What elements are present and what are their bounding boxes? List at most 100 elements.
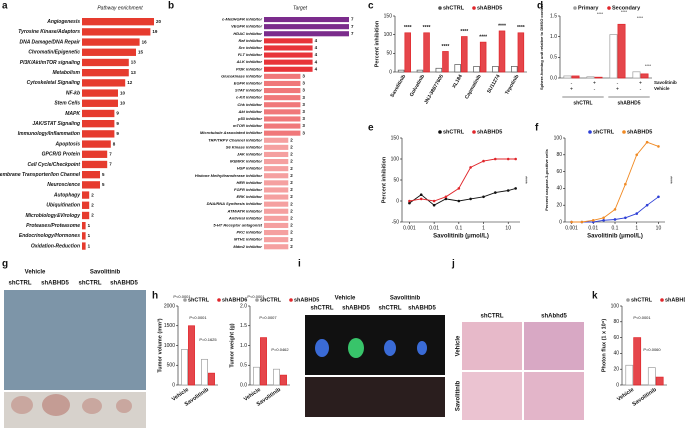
value-label: 10	[120, 90, 126, 95]
annotation: ****	[645, 63, 652, 68]
value-label: 5	[102, 182, 105, 187]
legend-label: shCTRL	[443, 5, 465, 11]
value-label: 2	[290, 159, 293, 164]
point	[624, 182, 627, 186]
value-label: 1	[88, 243, 91, 248]
significance: ****	[522, 176, 528, 184]
value-label: 2	[91, 202, 94, 207]
value-label: 8	[113, 141, 116, 146]
value-label: 2	[290, 180, 293, 185]
category-label: Neuroscience	[47, 182, 80, 188]
bar	[632, 71, 641, 79]
significance: ****	[442, 44, 450, 50]
x-tick-label: 0.01	[429, 225, 439, 231]
panel-label: g	[2, 259, 8, 270]
image-label: Savolitinib	[390, 296, 421, 302]
legend-label: shABHD5	[627, 129, 652, 135]
image-label: shCTRL	[481, 314, 504, 320]
bar	[82, 38, 140, 46]
legend-swatch	[607, 6, 611, 10]
bar	[260, 337, 267, 386]
category-label: Raf inhibitor	[238, 38, 262, 43]
bar	[82, 120, 115, 128]
y-tick-label: 1500	[164, 323, 175, 329]
y-axis-label: Percent caspase-3-positive cells	[544, 148, 549, 210]
y-tick-label: 500	[167, 363, 176, 369]
y-tick-label: 0.5	[550, 55, 557, 61]
category-label: Ubiquitination	[46, 203, 80, 209]
value-label: 7	[351, 24, 354, 29]
legend-label: shABHD5	[477, 5, 502, 11]
category-label: EGFR inhibitor	[234, 81, 263, 86]
value-label: 4	[315, 45, 318, 50]
y-tick-label: 0.0	[550, 75, 557, 81]
bar	[201, 358, 208, 386]
x-tick-label: JNJ-38877605	[423, 73, 445, 105]
bar	[264, 80, 301, 87]
bar	[454, 64, 461, 73]
bar	[264, 66, 313, 72]
value-label: 2	[290, 194, 293, 199]
legend-swatch	[472, 6, 476, 10]
significance: ****	[498, 23, 506, 29]
image-label: Vehicle	[25, 270, 46, 276]
chart-title: Target	[293, 5, 308, 11]
category-label: ERK inhibitor	[236, 194, 262, 199]
legend-label: shABHD5	[477, 129, 502, 135]
bar	[280, 374, 287, 386]
y-tick-label: 80	[613, 319, 619, 325]
y-tick-label: 100	[554, 135, 563, 141]
category-label: MAPK	[65, 111, 80, 117]
value-label: 4	[315, 52, 318, 57]
category-label: HDAC inhibitor	[233, 31, 262, 36]
y-tick-label: 0	[172, 382, 175, 388]
annotation: P<0.0001	[247, 294, 265, 299]
signal	[384, 340, 396, 356]
y-tick-label: 1.0	[550, 34, 557, 40]
value-label: 9	[116, 131, 119, 136]
y-tick-label: 1.5	[550, 13, 557, 19]
bar	[617, 23, 626, 79]
signal	[417, 341, 427, 355]
point	[408, 199, 411, 203]
bar	[264, 24, 349, 30]
value-label: 2	[290, 237, 293, 242]
bar	[181, 349, 188, 386]
category-label: S6 Kinase inhibitor	[226, 144, 263, 149]
y-tick-label: 20	[613, 367, 619, 373]
point	[506, 157, 510, 161]
panel-label: f	[535, 123, 539, 134]
y-axis-label: Percent inhibition	[374, 20, 380, 67]
annotation: P=0.0462	[271, 347, 289, 352]
bar	[264, 208, 289, 214]
panel-label: a	[2, 1, 8, 12]
bar	[594, 76, 603, 79]
point	[657, 195, 660, 199]
bar	[264, 222, 289, 229]
point	[457, 187, 461, 190]
category-label: VEGFR inhibitor	[231, 24, 262, 29]
point	[514, 187, 517, 190]
series-line	[409, 158, 516, 202]
value-label: 3	[302, 130, 305, 135]
annotation: P=0.0060	[643, 347, 661, 352]
x-tick-label: 0.001	[403, 225, 416, 231]
row-mark: +	[639, 80, 642, 86]
y-axis-label: Photon flux (1 x 10⁹)	[601, 319, 607, 373]
y-tick-label: 60	[613, 335, 619, 341]
signal	[315, 339, 329, 357]
value-label: 2	[290, 201, 293, 206]
tumor-photo	[305, 377, 445, 417]
bar	[82, 109, 115, 118]
category-label: Akt inhibitor	[237, 109, 262, 114]
point	[602, 216, 605, 220]
x-tick-label: Capmatinib	[464, 74, 483, 101]
value-label: 2	[290, 244, 293, 249]
point	[613, 208, 617, 211]
y-tick-label: 150	[391, 135, 400, 141]
tumor	[82, 398, 102, 414]
point	[580, 220, 584, 224]
y-tick-label: 0.5	[240, 363, 247, 369]
bar	[264, 180, 289, 186]
point	[482, 159, 485, 163]
